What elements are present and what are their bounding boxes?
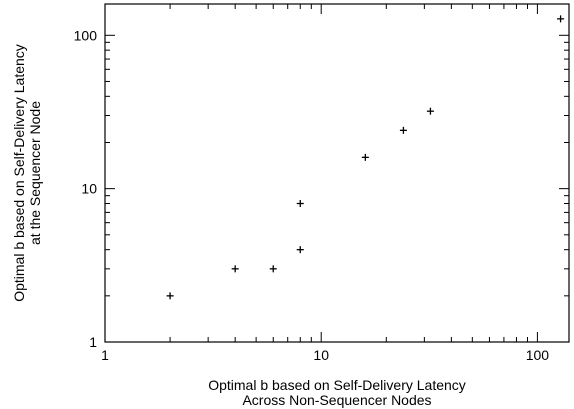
x-axis-title-line-1: Optimal b based on Self-Delivery Latency (208, 377, 466, 393)
x-tick-label: 100 (526, 347, 550, 363)
plot-frame (104, 3, 570, 343)
y-axis-title-line-2: at the Sequencer Node (27, 101, 43, 245)
data-point (557, 15, 565, 23)
data-point (231, 265, 239, 273)
y-tick-label: 10 (81, 181, 97, 197)
y-axis-title-line-1: Optimal b based on Self-Delivery Latency (11, 44, 27, 302)
data-points (166, 15, 565, 300)
y-tick-labels: 1 10 100 (74, 27, 98, 350)
data-point (296, 246, 304, 254)
x-tick-label: 1 (101, 347, 109, 363)
x-tick-labels: 1 10 100 (101, 347, 549, 363)
data-point (166, 292, 174, 300)
x-tick-label: 10 (313, 347, 329, 363)
y-tick-label: 1 (89, 334, 97, 350)
x-axis-title-line-2: Across Non-Sequencer Nodes (242, 392, 431, 408)
data-point (269, 265, 277, 273)
data-point (296, 200, 304, 208)
y-tick-label: 100 (74, 27, 98, 43)
data-point (426, 107, 434, 115)
axis-ticks (104, 4, 569, 343)
data-point (361, 153, 369, 161)
data-point (399, 126, 407, 134)
